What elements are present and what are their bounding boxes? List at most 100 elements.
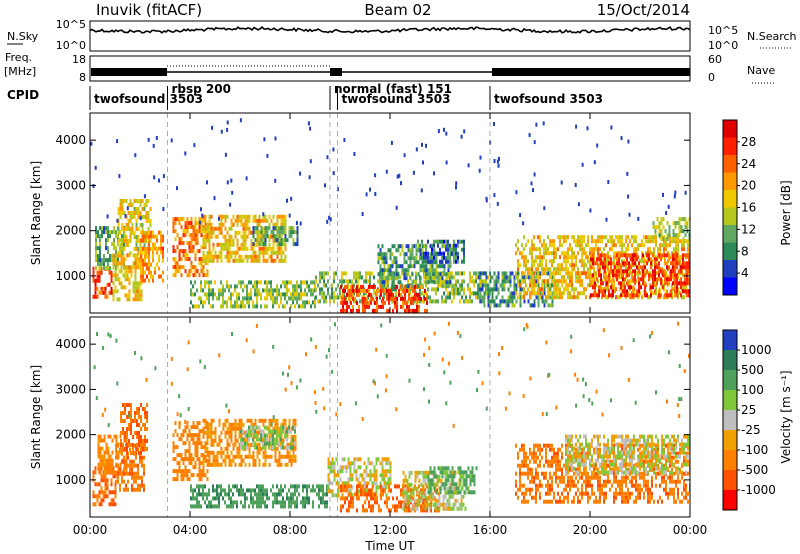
cell-r10: [388, 296, 390, 301]
cell-r9: [423, 275, 425, 280]
cell-r7: [216, 488, 218, 493]
cell-r1: [107, 470, 110, 475]
cell-r9: [353, 275, 355, 280]
cell-r2: [117, 479, 119, 484]
cell-r3: [140, 447, 142, 451]
cell-r5: [190, 241, 193, 246]
scatter-point: [158, 178, 160, 183]
cell-r14: [537, 287, 539, 292]
cell-r5: [216, 462, 219, 467]
cell-r3: [127, 203, 130, 207]
cell-r14: [647, 247, 649, 252]
cell-r7: [256, 500, 258, 505]
cell-r11: [409, 248, 412, 253]
cell-r8: [280, 292, 282, 297]
cell-r11: [379, 248, 382, 253]
cell-r7: [260, 242, 263, 247]
cell-r9: [331, 291, 333, 296]
cell-r9: [441, 295, 443, 300]
cell-r10: [342, 304, 344, 309]
cell-r14: [531, 263, 533, 268]
cell-r14: [553, 287, 555, 292]
cell-r15: [680, 269, 682, 274]
cell-r6: [242, 226, 245, 231]
cell-r6: [238, 254, 241, 259]
cell-r5: [182, 249, 185, 254]
cell-r8: [298, 292, 300, 297]
cell-r11: [429, 276, 432, 281]
cell-r7: [298, 492, 300, 497]
cell-r7: [258, 496, 260, 501]
cell-r14: [675, 247, 677, 252]
cell-r6: [244, 222, 247, 227]
cell-r5: [224, 422, 227, 427]
cell-r1: [111, 450, 114, 455]
cell-r15: [644, 281, 646, 286]
cell-r4: [182, 477, 185, 482]
cell-r11: [447, 272, 450, 277]
cell-r4: [188, 477, 191, 482]
cell-r9: [467, 299, 469, 304]
cell-r9: [315, 275, 317, 280]
cell-r0: [110, 498, 113, 503]
cell-r3: [140, 415, 142, 419]
cell-r7: [294, 484, 296, 489]
cell-r6: [204, 214, 207, 219]
cell-r6: [220, 230, 223, 235]
cell-r1: [97, 450, 100, 455]
cell-r14: [681, 243, 683, 248]
cell-r15: [652, 273, 654, 278]
cell-r14: [561, 295, 563, 300]
cell-r14: [545, 251, 547, 256]
cell-r14: [541, 283, 543, 288]
cell-r6: [216, 242, 219, 247]
cell-r7: [228, 496, 230, 501]
cell-r13: [489, 299, 492, 304]
cell-r12: [461, 247, 463, 252]
cell-r9: [365, 271, 367, 276]
cell-r7: [308, 500, 310, 505]
cell-r5: [192, 225, 195, 230]
cell-r1: [119, 246, 121, 251]
cell-r15: [590, 273, 592, 278]
cell-r14: [555, 251, 557, 256]
cell-r6: [254, 425, 256, 430]
cell-r1: [119, 434, 122, 439]
cell-r11: [389, 276, 392, 281]
cell-r14: [577, 235, 579, 240]
cell-r6: [268, 234, 271, 239]
cell-r7: [324, 504, 326, 509]
cell-r10: [388, 300, 390, 305]
nsky-trace: [89, 26, 691, 34]
cell-r14: [585, 251, 587, 256]
cell-r4: [176, 461, 179, 466]
cell-r15: [592, 293, 594, 298]
cell-r5: [286, 442, 289, 447]
cell-r2: [131, 487, 133, 492]
cell-r10: [388, 292, 390, 297]
cell-r10: [362, 300, 364, 305]
cell-r8: [333, 473, 336, 478]
cell-r9: [475, 295, 477, 300]
cell-r4: [206, 477, 209, 482]
cell-r2: [141, 475, 143, 480]
cell-r6: [222, 246, 225, 251]
cell-r11: [435, 280, 438, 285]
cell-r15: [682, 253, 684, 258]
cell-r2: [116, 289, 119, 294]
cell-r4: [194, 453, 197, 458]
cell-r14: [659, 235, 661, 240]
cell-r15: [684, 281, 686, 286]
cell-r13: [539, 271, 542, 276]
cell-r5: [226, 438, 229, 443]
cell-r8: [212, 292, 214, 297]
cell-r12: [463, 239, 465, 244]
cell-r11: [397, 244, 400, 249]
cell-r10: [362, 288, 364, 293]
cell-r4: [160, 242, 162, 247]
cell-r10: [360, 284, 362, 289]
scatter-point: [332, 147, 335, 152]
cell-r11: [409, 252, 412, 257]
cell-r11: [417, 244, 420, 249]
cell-r6: [280, 254, 283, 259]
